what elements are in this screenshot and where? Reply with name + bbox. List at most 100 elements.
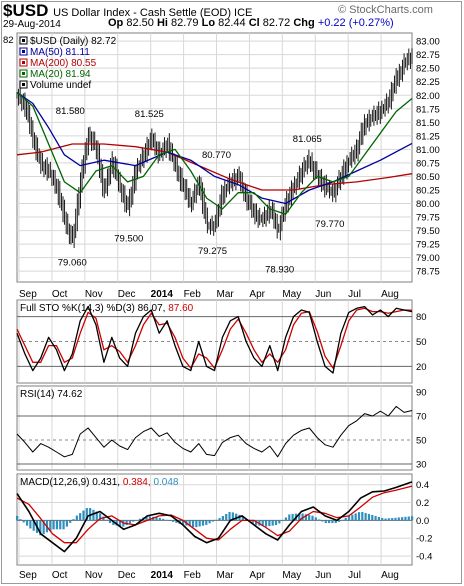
month-label: 2014 bbox=[151, 570, 174, 581]
macd-histogram-bar bbox=[231, 512, 234, 521]
macd-histogram-value: 0.048 bbox=[153, 477, 178, 488]
macd-histogram-bar bbox=[92, 509, 95, 521]
macd-histogram-bar bbox=[351, 514, 354, 521]
macd-histogram-bar bbox=[89, 508, 92, 521]
low-label: Lo bbox=[201, 17, 216, 29]
macd-histogram-bar bbox=[271, 520, 274, 526]
price-tick-label: 79.00 bbox=[416, 253, 440, 264]
macd-histogram-bar bbox=[401, 517, 404, 521]
rsi-tick-label: 90 bbox=[416, 388, 427, 399]
quote-date: 29-Aug-2014 bbox=[3, 19, 61, 30]
macd-tick-label: 0.2 bbox=[416, 498, 429, 509]
month-label: Jul bbox=[348, 570, 361, 581]
price-annotation: 79.500 bbox=[114, 234, 143, 245]
month-label: Mar bbox=[217, 289, 235, 300]
macd-histogram-bar bbox=[337, 520, 341, 522]
macd-histogram-bar bbox=[19, 519, 22, 521]
month-label: Apr bbox=[249, 570, 265, 581]
macd-histogram-bar bbox=[39, 520, 42, 536]
month-label: May bbox=[282, 570, 301, 581]
macd-histogram-bar bbox=[347, 515, 351, 521]
high-value: 82.79 bbox=[171, 17, 199, 29]
stockcharts-logo[interactable]: © StockCharts.com bbox=[338, 4, 433, 16]
legend-swatch-core bbox=[22, 50, 25, 53]
macd-legend-label: MACD(12,26,9) bbox=[20, 477, 92, 488]
macd-histogram-bar bbox=[334, 520, 337, 524]
month-label: Apr bbox=[249, 289, 265, 300]
macd-histogram-bar bbox=[79, 513, 82, 521]
month-label: Oct bbox=[52, 289, 68, 300]
ticker-symbol: $USD bbox=[3, 1, 49, 20]
macd-histogram-bar bbox=[198, 520, 201, 527]
legend-entry: $USD (Daily) 82.72 bbox=[30, 36, 117, 47]
macd-histogram-bar bbox=[155, 517, 158, 521]
price-tick-label: 82.25 bbox=[416, 77, 440, 88]
month-label: Nov bbox=[85, 570, 103, 581]
price-tick-label: 83.00 bbox=[416, 37, 440, 48]
macd-histogram-bar bbox=[208, 520, 211, 524]
price-annotation: 79.770 bbox=[315, 219, 344, 230]
macd-signal-value: 0.384, bbox=[123, 477, 154, 488]
macd-histogram-bar bbox=[225, 513, 228, 521]
price-tick-label: 81.75 bbox=[416, 104, 440, 115]
macd-histogram-bar bbox=[195, 520, 198, 528]
close-label: Cl bbox=[248, 17, 260, 29]
price-annotation: 81.525 bbox=[135, 109, 164, 120]
macd-histogram-bar bbox=[318, 519, 321, 521]
macd-histogram-bar bbox=[42, 520, 45, 535]
rsi-tick-label: 50 bbox=[416, 436, 427, 447]
macd-histogram-bar bbox=[29, 520, 32, 529]
stochastic-d-value: 87.60 bbox=[168, 303, 193, 314]
month-label: May bbox=[282, 289, 301, 300]
change-label: Chg bbox=[293, 17, 315, 29]
macd-histogram-bar bbox=[301, 513, 304, 521]
macd-histogram-bar bbox=[201, 520, 205, 526]
price-tick-label: 79.25 bbox=[416, 240, 440, 251]
macd-histogram-bar bbox=[274, 520, 278, 526]
macd-histogram-bar bbox=[98, 513, 102, 521]
rsi-legend-label: RSI(14) bbox=[20, 389, 57, 400]
macd-histogram-bar bbox=[235, 513, 238, 521]
month-label: Aug bbox=[381, 289, 399, 300]
month-label: 2014 bbox=[151, 289, 174, 300]
macd-tick-label: -0.2 bbox=[416, 534, 432, 545]
macd-histogram-bar bbox=[105, 519, 108, 521]
month-label: Sep bbox=[19, 570, 37, 581]
macd-histogram-bar bbox=[221, 515, 224, 521]
macd-histogram-bar bbox=[72, 519, 75, 521]
macd-legend: MACD(12,26,9) 0.431, 0.384, 0.048 bbox=[20, 477, 179, 488]
price-tick-label: 79.75 bbox=[416, 213, 440, 224]
price-tick-label: 82.75 bbox=[416, 50, 440, 61]
price-annotation: 79.275 bbox=[198, 246, 227, 257]
macd-histogram-bar bbox=[298, 513, 301, 521]
macd-histogram-bar bbox=[118, 520, 122, 527]
macd-histogram-bar bbox=[55, 520, 59, 530]
month-label: Dec bbox=[118, 570, 136, 581]
macd-histogram-bar bbox=[69, 520, 72, 523]
rsi-legend: RSI(14) 74.62 bbox=[20, 389, 83, 400]
macd-histogram-bar bbox=[95, 511, 98, 521]
rsi-value: 74.62 bbox=[57, 389, 82, 400]
open-value: 82.50 bbox=[126, 17, 154, 29]
macd-histogram-bar bbox=[261, 520, 264, 527]
price-tick-label: 80.00 bbox=[416, 199, 440, 210]
macd-histogram-bar bbox=[112, 520, 115, 526]
macd-histogram-bar bbox=[254, 520, 258, 526]
month-label: Mar bbox=[217, 570, 235, 581]
legend-entry: MA(50) 81.11 bbox=[30, 47, 90, 58]
macd-histogram-bar bbox=[268, 520, 271, 527]
month-label: Nov bbox=[85, 289, 103, 300]
change-value: +0.22 (+0.27%) bbox=[317, 17, 394, 29]
macd-line bbox=[16, 481, 413, 553]
macd-tick-label: 0.4 bbox=[416, 480, 429, 491]
macd-histogram-bar bbox=[205, 520, 208, 525]
macd-histogram-bar bbox=[59, 520, 62, 530]
open-label: Op bbox=[108, 17, 124, 29]
stochastic-tick-label: 20 bbox=[416, 362, 427, 373]
macd-histogram-bar bbox=[172, 520, 175, 522]
macd-histogram-bar bbox=[218, 517, 221, 521]
macd-tick-label: 0.0 bbox=[416, 516, 429, 527]
macd-histogram-bar bbox=[381, 517, 384, 521]
